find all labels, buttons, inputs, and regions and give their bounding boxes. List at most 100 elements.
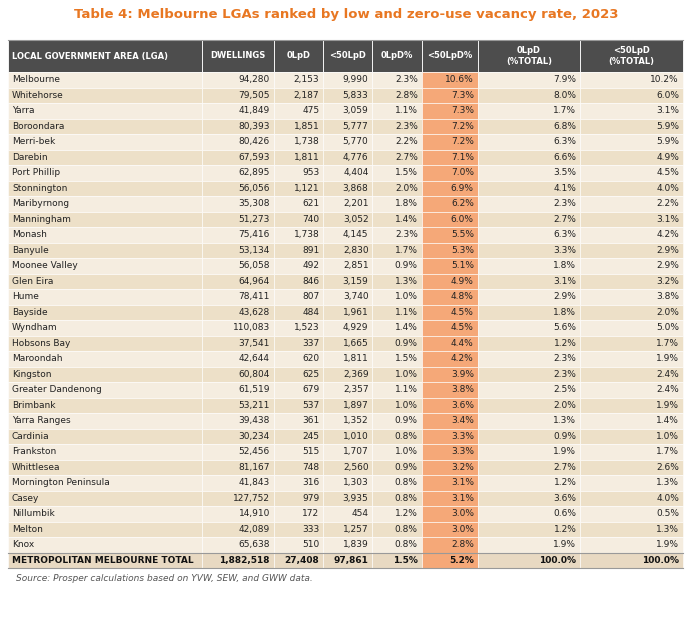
Bar — [323, 243, 372, 258]
Text: 6.0%: 6.0% — [451, 215, 474, 224]
Bar — [422, 305, 477, 320]
Bar — [580, 522, 683, 537]
Bar — [274, 552, 323, 568]
Text: 0.9%: 0.9% — [553, 432, 576, 441]
Bar — [580, 243, 683, 258]
Bar — [202, 40, 274, 72]
Text: 2.3%: 2.3% — [553, 199, 576, 208]
Bar — [372, 103, 422, 118]
Bar — [580, 273, 683, 289]
Bar — [202, 273, 274, 289]
Text: 4.5%: 4.5% — [451, 323, 474, 332]
Text: 7.2%: 7.2% — [451, 137, 474, 147]
Bar — [422, 88, 477, 103]
Text: 2.3%: 2.3% — [553, 355, 576, 364]
Text: 2.0%: 2.0% — [553, 401, 576, 410]
Text: Yarra Ranges: Yarra Ranges — [12, 416, 70, 425]
Bar — [202, 475, 274, 490]
Text: Casey: Casey — [12, 493, 39, 503]
Bar — [323, 40, 372, 72]
Text: 5.9%: 5.9% — [656, 137, 679, 147]
Bar — [8, 243, 202, 258]
Text: 65,638: 65,638 — [238, 540, 270, 549]
Text: Hume: Hume — [12, 292, 39, 301]
Bar — [372, 305, 422, 320]
Bar — [580, 460, 683, 475]
Bar — [422, 397, 477, 413]
Bar — [323, 273, 372, 289]
Bar — [274, 397, 323, 413]
Bar — [580, 475, 683, 490]
Bar — [323, 537, 372, 552]
Text: 1.4%: 1.4% — [656, 416, 679, 425]
Text: 4.5%: 4.5% — [451, 308, 474, 317]
Text: 80,426: 80,426 — [238, 137, 270, 147]
Bar — [372, 118, 422, 134]
Text: 1,121: 1,121 — [294, 184, 319, 193]
Text: 3.9%: 3.9% — [451, 370, 474, 379]
Bar — [422, 227, 477, 243]
Bar — [477, 522, 580, 537]
Bar — [372, 444, 422, 460]
Bar — [8, 88, 202, 103]
Bar — [580, 305, 683, 320]
Bar — [422, 211, 477, 227]
Text: 4.8%: 4.8% — [451, 292, 474, 301]
Text: 27,408: 27,408 — [285, 556, 319, 564]
Bar — [8, 305, 202, 320]
Bar — [8, 196, 202, 211]
Text: 1.8%: 1.8% — [395, 199, 418, 208]
Bar — [274, 273, 323, 289]
Bar — [8, 180, 202, 196]
Text: 2.3%: 2.3% — [553, 370, 576, 379]
Bar — [274, 40, 323, 72]
Bar — [477, 72, 580, 88]
Text: 81,167: 81,167 — [238, 463, 270, 472]
Text: 5.1%: 5.1% — [451, 261, 474, 270]
Text: 172: 172 — [302, 509, 319, 518]
Bar — [8, 150, 202, 165]
Bar — [372, 537, 422, 552]
Text: Mornington Peninsula: Mornington Peninsula — [12, 478, 110, 487]
Text: Source: Prosper calculations based on YVW, SEW, and GWW data.: Source: Prosper calculations based on YV… — [16, 574, 313, 583]
Bar — [323, 134, 372, 150]
Bar — [422, 103, 477, 118]
Bar — [323, 118, 372, 134]
Bar — [202, 335, 274, 351]
Text: 2.3%: 2.3% — [395, 230, 418, 239]
Bar — [422, 506, 477, 522]
Text: 10.6%: 10.6% — [445, 76, 474, 84]
Text: 1.8%: 1.8% — [553, 261, 576, 270]
Text: 3.6%: 3.6% — [451, 401, 474, 410]
Text: Melbourne: Melbourne — [12, 76, 60, 84]
Text: 3,868: 3,868 — [343, 184, 368, 193]
Text: 6.0%: 6.0% — [656, 91, 679, 100]
Text: METROPOLITAN MELBOURNE TOTAL: METROPOLITAN MELBOURNE TOTAL — [12, 556, 193, 564]
Text: 1.5%: 1.5% — [395, 355, 418, 364]
Bar — [422, 196, 477, 211]
Text: 4.0%: 4.0% — [656, 184, 679, 193]
Bar — [8, 227, 202, 243]
Bar — [274, 429, 323, 444]
Text: 807: 807 — [302, 292, 319, 301]
Text: 2.7%: 2.7% — [553, 215, 576, 224]
Bar — [8, 134, 202, 150]
Text: 2.9%: 2.9% — [553, 292, 576, 301]
Bar — [422, 367, 477, 382]
Bar — [274, 180, 323, 196]
Text: 7.9%: 7.9% — [553, 76, 576, 84]
Bar — [202, 118, 274, 134]
Bar — [372, 72, 422, 88]
Text: 3.1%: 3.1% — [656, 215, 679, 224]
Text: Banyule: Banyule — [12, 246, 49, 255]
Bar — [202, 150, 274, 165]
Bar — [323, 382, 372, 397]
Bar — [274, 506, 323, 522]
Text: 1.3%: 1.3% — [553, 416, 576, 425]
Bar — [580, 196, 683, 211]
Bar — [274, 490, 323, 506]
Bar — [8, 382, 202, 397]
Bar — [274, 413, 323, 429]
Bar — [274, 522, 323, 537]
Text: 0.8%: 0.8% — [395, 525, 418, 534]
